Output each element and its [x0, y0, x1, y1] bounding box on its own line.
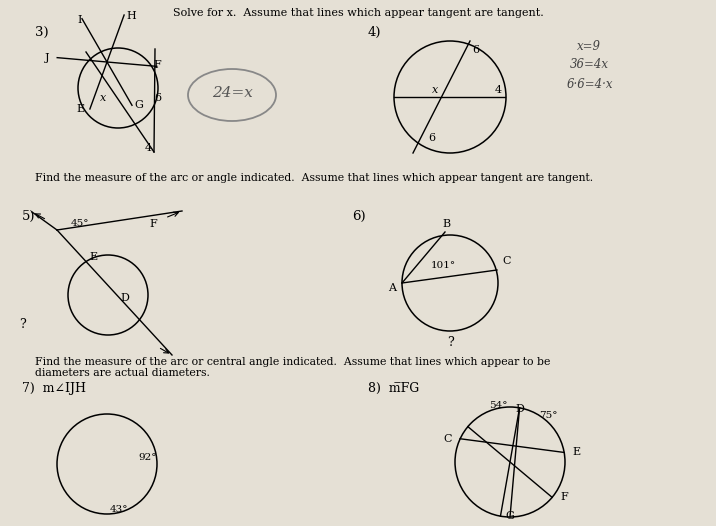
- Text: 6: 6: [428, 133, 435, 143]
- Text: Find the measure of the arc or central angle indicated.  Assume that lines which: Find the measure of the arc or central a…: [35, 357, 551, 367]
- Text: 75°: 75°: [538, 411, 557, 420]
- Text: J: J: [44, 53, 49, 63]
- Text: ?: ?: [19, 319, 25, 331]
- Text: 5): 5): [22, 210, 36, 223]
- Text: 6: 6: [155, 93, 162, 103]
- Text: E: E: [77, 104, 85, 114]
- Text: 4: 4: [495, 85, 502, 95]
- Text: A: A: [388, 283, 396, 293]
- Text: 45°: 45°: [71, 219, 90, 228]
- Text: 24=x: 24=x: [211, 86, 253, 100]
- Text: 6): 6): [352, 210, 366, 223]
- Text: 43°: 43°: [110, 505, 128, 514]
- Text: D: D: [515, 404, 524, 414]
- Text: x: x: [100, 93, 106, 103]
- Text: Solve for x.  Assume that lines which appear tangent are tangent.: Solve for x. Assume that lines which app…: [173, 8, 543, 18]
- Text: B: B: [442, 219, 450, 229]
- Text: 7)  m∠IJH: 7) m∠IJH: [22, 382, 86, 395]
- Text: H: H: [126, 11, 136, 21]
- Text: G: G: [505, 511, 514, 521]
- Text: C: C: [503, 256, 511, 266]
- Text: ?: ?: [447, 336, 453, 349]
- Text: Find the measure of the arc or angle indicated.  Assume that lines which appear : Find the measure of the arc or angle ind…: [35, 173, 593, 183]
- Text: F: F: [149, 219, 157, 229]
- Text: 101°: 101°: [430, 260, 455, 269]
- Text: 6: 6: [473, 45, 480, 55]
- Text: G: G: [134, 100, 143, 110]
- Text: 54°: 54°: [489, 400, 507, 410]
- Text: x=9: x=9: [577, 40, 601, 53]
- Text: C: C: [444, 434, 452, 444]
- Text: I: I: [78, 15, 82, 25]
- Text: 92°: 92°: [138, 453, 157, 462]
- Text: 4: 4: [145, 143, 152, 153]
- Text: E: E: [572, 448, 580, 458]
- Text: diameters are actual diameters.: diameters are actual diameters.: [35, 368, 210, 378]
- Text: F: F: [153, 60, 160, 70]
- Text: 4): 4): [368, 26, 382, 39]
- Text: 36=4x: 36=4x: [570, 58, 609, 71]
- Text: 8)  m̅FG: 8) m̅FG: [368, 382, 420, 395]
- Text: 3): 3): [35, 26, 49, 39]
- Text: 6·6=4·x: 6·6=4·x: [567, 78, 614, 91]
- Text: F: F: [560, 492, 568, 502]
- Text: E: E: [89, 252, 97, 262]
- Text: x: x: [432, 85, 438, 95]
- Text: D: D: [120, 293, 130, 303]
